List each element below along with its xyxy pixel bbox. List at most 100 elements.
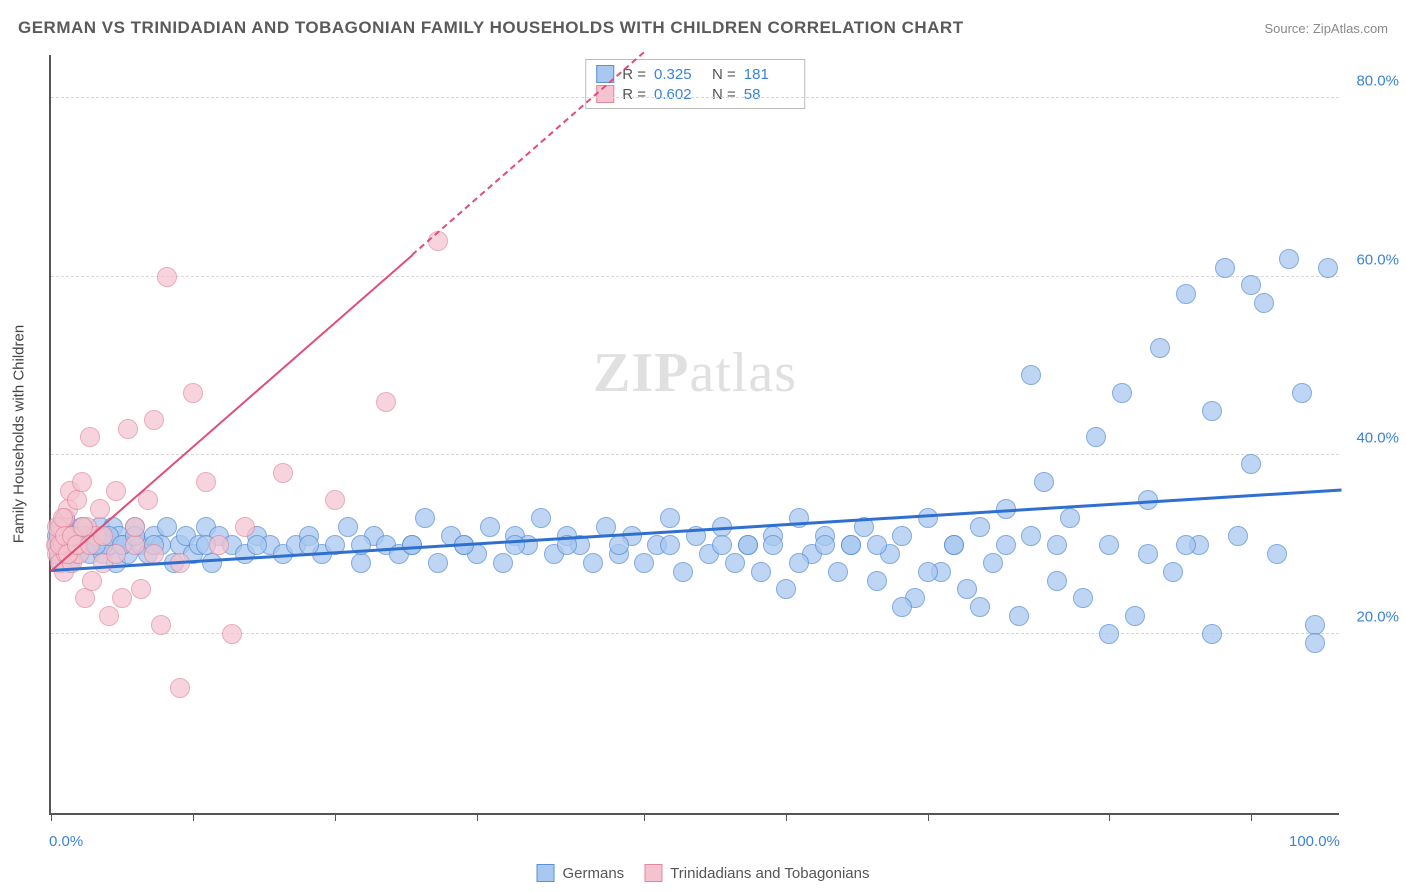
data-point-trinidadians (183, 383, 203, 403)
data-point-germans (428, 553, 448, 573)
data-point-germans (1202, 624, 1222, 644)
data-point-germans (944, 535, 964, 555)
legend-item: Trinidadians and Tobagonians (644, 864, 869, 882)
data-point-germans (202, 553, 222, 573)
data-point-germans (338, 517, 358, 537)
data-point-trinidadians (106, 544, 126, 564)
data-point-germans (751, 562, 771, 582)
x-tick (335, 813, 336, 821)
y-axis-title: Family Households with Children (11, 325, 28, 543)
trend-line (412, 51, 646, 255)
legend-label: Trinidadians and Tobagonians (670, 865, 869, 882)
chart-header: GERMAN VS TRINIDADIAN AND TOBAGONIAN FAM… (18, 18, 1388, 38)
y-tick-label: 20.0% (1344, 609, 1399, 626)
data-point-germans (763, 535, 783, 555)
legend-swatch (596, 85, 614, 103)
y-tick-label: 80.0% (1344, 72, 1399, 89)
watermark: ZIPatlas (593, 341, 797, 405)
data-point-trinidadians (428, 231, 448, 251)
data-point-germans (247, 535, 267, 555)
data-point-germans (867, 571, 887, 591)
data-point-trinidadians (235, 517, 255, 537)
data-point-germans (957, 579, 977, 599)
data-point-germans (1125, 606, 1145, 626)
data-point-germans (402, 535, 422, 555)
data-point-germans (828, 562, 848, 582)
data-point-germans (841, 535, 861, 555)
x-tick (51, 813, 52, 821)
data-point-germans (1163, 562, 1183, 582)
data-point-trinidadians (222, 624, 242, 644)
data-point-trinidadians (273, 463, 293, 483)
data-point-germans (996, 535, 1016, 555)
data-point-germans (1279, 249, 1299, 269)
data-point-trinidadians (209, 535, 229, 555)
data-point-germans (1047, 571, 1067, 591)
data-point-germans (634, 553, 654, 573)
trend-line (50, 254, 413, 571)
data-point-germans (480, 517, 500, 537)
data-point-germans (1228, 526, 1248, 546)
x-tick (786, 813, 787, 821)
gridline (51, 454, 1339, 455)
data-point-germans (970, 597, 990, 617)
data-point-germans (1073, 588, 1093, 608)
data-point-germans (609, 535, 629, 555)
data-point-trinidadians (131, 579, 151, 599)
data-point-germans (789, 553, 809, 573)
x-axis-max-label: 100.0% (1289, 833, 1340, 850)
legend-label: Germans (562, 865, 624, 882)
data-point-germans (1150, 338, 1170, 358)
data-point-germans (1021, 526, 1041, 546)
data-point-trinidadians (325, 490, 345, 510)
data-point-trinidadians (144, 410, 164, 430)
data-point-germans (1241, 275, 1261, 295)
data-point-germans (1305, 633, 1325, 653)
data-point-germans (505, 535, 525, 555)
r-value: 0.325 (654, 66, 704, 83)
data-point-trinidadians (125, 517, 145, 537)
correlation-legend: R =0.325N =181R =0.602N =58 (585, 59, 805, 109)
data-point-trinidadians (72, 472, 92, 492)
data-point-germans (892, 526, 912, 546)
n-label: N = (712, 66, 736, 83)
data-point-germans (531, 508, 551, 528)
data-point-germans (1009, 606, 1029, 626)
data-point-germans (1034, 472, 1054, 492)
data-point-trinidadians (118, 419, 138, 439)
data-point-germans (1060, 508, 1080, 528)
data-point-trinidadians (151, 615, 171, 635)
scatter-plot: Family Households with Children ZIPatlas… (49, 55, 1339, 815)
legend-item: Germans (536, 864, 624, 882)
r-label: R = (622, 86, 646, 103)
data-point-trinidadians (144, 544, 164, 564)
data-point-germans (673, 562, 693, 582)
data-point-trinidadians (112, 588, 132, 608)
data-point-trinidadians (125, 535, 145, 555)
data-point-germans (1176, 535, 1196, 555)
data-point-germans (660, 535, 680, 555)
data-point-germans (1292, 383, 1312, 403)
data-point-trinidadians (196, 472, 216, 492)
data-point-germans (351, 553, 371, 573)
data-point-trinidadians (157, 267, 177, 287)
legend-swatch (644, 864, 662, 882)
y-tick-label: 40.0% (1344, 430, 1399, 447)
data-point-germans (918, 508, 938, 528)
data-point-trinidadians (106, 481, 126, 501)
series-legend: Germans Trinidadians and Tobagonians (536, 864, 869, 882)
gridline (51, 633, 1339, 634)
x-tick (477, 813, 478, 821)
data-point-trinidadians (90, 499, 110, 519)
data-point-germans (1099, 624, 1119, 644)
data-point-germans (867, 535, 887, 555)
data-point-germans (157, 517, 177, 537)
x-tick (1251, 813, 1252, 821)
data-point-germans (970, 517, 990, 537)
data-point-trinidadians (67, 490, 87, 510)
data-point-germans (738, 535, 758, 555)
data-point-germans (1254, 293, 1274, 313)
n-value: 181 (744, 66, 794, 83)
n-value: 58 (744, 86, 794, 103)
y-tick-label: 60.0% (1344, 251, 1399, 268)
